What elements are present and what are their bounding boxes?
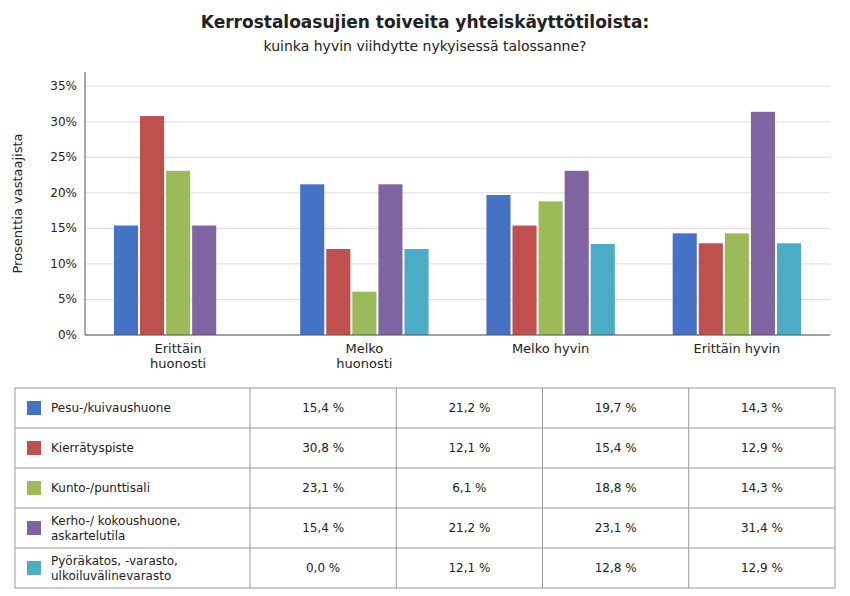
chart: Kerrostaloasujien toiveita yhteiskäyttöt…	[0, 0, 850, 596]
bar	[539, 201, 563, 335]
title: Kerrostaloasujien toiveita yhteiskäyttöt…	[201, 12, 649, 32]
bar	[352, 292, 376, 335]
y-tick-label: 10%	[50, 257, 77, 271]
table-row-label: Kunto-/punttisali	[51, 481, 150, 495]
bar	[751, 112, 775, 335]
table-cell: 12,1 %	[448, 441, 490, 455]
table-swatch	[27, 481, 41, 495]
bar	[140, 116, 164, 335]
bar	[404, 249, 428, 335]
table-cell: 31,4 %	[741, 521, 783, 535]
bar	[300, 184, 324, 335]
grid	[85, 86, 830, 335]
table-line	[15, 388, 835, 389]
bar	[565, 171, 589, 335]
table-cell: 12,1 %	[448, 561, 490, 575]
table-cell: 15,4 %	[302, 521, 344, 535]
table-cell: 23,1 %	[595, 521, 637, 535]
table-cell: 6,1 %	[452, 481, 486, 495]
x-axis-line	[85, 335, 830, 336]
grid-line	[85, 335, 830, 336]
table-cell: 14,3 %	[741, 401, 783, 415]
table-line	[396, 388, 397, 588]
table-cell: 18,8 %	[595, 481, 637, 495]
data-table: Pesu-/kuivaushuone 15,4 % 21,2 % 19,7 % 14,3…	[15, 388, 835, 588]
subtitle: kuinka hyvin viihdytte nykyisessä taloss…	[264, 38, 587, 54]
y-tick-label: 35%	[50, 79, 77, 93]
table-line	[15, 508, 835, 509]
table-row-label: Kerho-/ kokoushuone,askartelutila	[51, 514, 181, 543]
table-cell: 30,8 %	[302, 441, 344, 455]
y-axis-line	[85, 72, 86, 335]
table-row-label: Kierrätyspiste	[51, 441, 134, 455]
bar	[673, 233, 697, 335]
x-tick-label: Melko hyvin	[512, 341, 589, 356]
table-swatch	[27, 521, 41, 535]
x-tick-label: Erittäin hyvin	[693, 341, 780, 356]
bar	[591, 244, 615, 335]
bar	[699, 243, 723, 335]
y-tick-label: 25%	[50, 150, 77, 164]
grid-line	[85, 157, 830, 158]
table-line	[15, 388, 16, 588]
table-swatch	[27, 441, 41, 455]
bar	[326, 249, 350, 335]
bar	[777, 243, 801, 335]
table-cell: 12,9 %	[741, 441, 783, 455]
y-tick-label: 30%	[50, 115, 77, 129]
y-tick-label: 0%	[58, 328, 77, 342]
table-line	[688, 388, 689, 588]
table-cell: 15,4 %	[595, 441, 637, 455]
table-line	[15, 548, 835, 549]
bar	[725, 233, 749, 335]
y-tick-label: 15%	[50, 221, 77, 235]
x-tick-label: Erittäinhuonosti	[150, 341, 206, 371]
table-cell: 0,0 %	[306, 561, 340, 575]
bars	[114, 112, 801, 335]
table-line	[250, 388, 251, 588]
grid-line	[85, 121, 830, 122]
bar	[513, 226, 537, 335]
table-cell: 12,8 %	[595, 561, 637, 575]
x-tick-label: Melkohuonosti	[336, 341, 392, 371]
table-line	[15, 468, 835, 469]
table-line	[542, 388, 543, 588]
y-axis-label: Prosenttia vastaajista	[10, 133, 25, 273]
table-cell: 19,7 %	[595, 401, 637, 415]
table-line	[15, 428, 835, 429]
table-swatch	[27, 561, 41, 575]
table-cell: 21,2 %	[448, 521, 490, 535]
table-cell: 12,9 %	[741, 561, 783, 575]
table-swatch	[27, 401, 41, 415]
table-cell: 23,1 %	[302, 481, 344, 495]
bar	[378, 184, 402, 335]
table-cell: 15,4 %	[302, 401, 344, 415]
y-tick-label: 20%	[50, 186, 77, 200]
y-tick-label: 5%	[58, 292, 77, 306]
table-row-label: Pesu-/kuivaushuone	[51, 401, 171, 415]
bar	[114, 226, 138, 335]
table-row-label: Pyöräkatos, -varasto,ulkoiluvälinevarast…	[51, 554, 178, 583]
bar	[192, 226, 216, 335]
bar	[166, 171, 190, 335]
table-cell: 21,2 %	[448, 401, 490, 415]
grid-line	[85, 86, 830, 87]
grid-line	[85, 192, 830, 193]
bar	[486, 195, 510, 335]
table-line	[15, 588, 835, 589]
table-line	[835, 388, 836, 588]
table-cell: 14,3 %	[741, 481, 783, 495]
